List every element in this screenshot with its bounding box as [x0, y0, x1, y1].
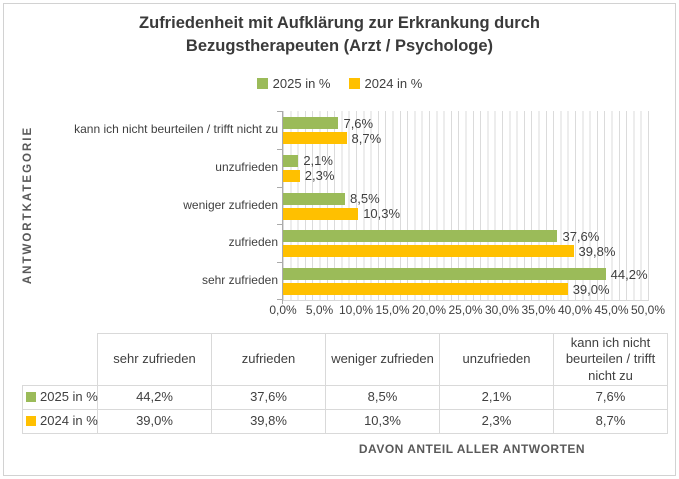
x-tick-labels: 0,0% 5,0% 10,0% 15,0% 20,0% 25,0% 30,0% 35,0% 40… [269, 303, 665, 318]
bar-value-label: 39,0% [572, 281, 610, 297]
category-label: sehr zufrieden [201, 273, 278, 288]
table-cell: 2,1% [439, 385, 554, 410]
table-cell: 39,0% [97, 409, 212, 434]
bar [283, 268, 606, 281]
table-header-cell: zufrieden [211, 333, 326, 386]
value-axis-footnote: DAVON ANTEIL ALLER ANTWORTEN [358, 442, 586, 456]
x-tick-label: 45,0% [594, 303, 629, 317]
legend-label: 2025 in % [272, 76, 331, 91]
x-tick-label: 25,0% [448, 303, 483, 317]
legend-swatch [348, 78, 360, 89]
bar-value-label: 8,7% [351, 130, 382, 146]
series-swatch-icon [26, 416, 36, 427]
axis-tickmark [277, 224, 283, 226]
table-cell: 8,7% [553, 409, 668, 434]
axis-tickmark [277, 148, 283, 150]
bar [283, 154, 299, 167]
table-corner-cell [22, 333, 98, 386]
bar [283, 283, 568, 296]
legend-item-2025: 2025 in % [256, 76, 331, 91]
table-header-cell: sehr zufrieden [97, 333, 212, 386]
bar [283, 169, 300, 182]
y-axis-title: ANTWORTKATEGORIE [22, 125, 34, 285]
table-cell: 10,3% [325, 409, 440, 434]
bar [283, 230, 558, 243]
chart-title: Zufriedenheit mit Aufklärung zur Erkrank… [139, 14, 540, 56]
axis-tickmark [277, 299, 283, 300]
x-tick-label: 15,0% [375, 303, 410, 317]
legend-item-2024: 2024 in % [348, 76, 423, 91]
table-header-cell: weniger zufrieden [325, 333, 440, 386]
x-tick-label: 10,0% [338, 303, 374, 317]
table-header-cell: unzufrieden [439, 333, 554, 386]
bar-value-label: 8,5% [350, 191, 380, 207]
x-tick-label: 35,0% [521, 303, 556, 317]
category-label: kann ich nicht beurteilen / trifft nicht… [74, 122, 278, 136]
bar-value-label: 44,2% [610, 266, 648, 282]
category-label: unzufrieden [215, 159, 278, 174]
table-cell: 2,3% [439, 409, 554, 434]
table-row-header: 2025 in % [22, 385, 98, 410]
bar-value-label: 7,6% [343, 115, 374, 131]
table-cell: 39,8% [211, 409, 326, 434]
bar [283, 117, 339, 129]
bar [283, 245, 574, 258]
x-tick-label: 0,0% [269, 303, 297, 317]
table-row-header: 2024 in % [22, 409, 98, 434]
table-cell: 8,5% [325, 385, 440, 410]
category-label: zufrieden [228, 235, 278, 250]
bar [283, 132, 347, 144]
legend-label: 2024 in % [364, 76, 423, 91]
table-row: 2025 in % 44,2% 37,6% 8,5% 2,1% 7,6% [22, 385, 668, 410]
axis-tickmark [277, 186, 283, 188]
axis-tickmark [277, 111, 283, 112]
category-labels: kann ich nicht beurteilen / trifft nicht… [40, 111, 278, 300]
x-tick-label: 50,0% [630, 303, 666, 317]
category-axis-line [282, 111, 283, 304]
table-cell: 44,2% [97, 385, 212, 410]
bar-value-label: 2,3% [304, 168, 335, 184]
x-tick-label: 20,0% [411, 303, 447, 317]
legend: 2025 in % 2024 in % [0, 76, 679, 91]
table-row: 2024 in % 39,0% 39,8% 10,3% 2,3% 8,7% [22, 409, 668, 434]
x-tick-label: 5,0% [305, 303, 334, 317]
table-cell: 7,6% [553, 385, 668, 410]
x-tick-label: 40,0% [557, 303, 593, 317]
x-tick-label: 30,0% [484, 303, 520, 317]
table-header-cell: kann ich nicht beurteilen / trifft nicht… [553, 333, 668, 386]
legend-swatch [256, 78, 268, 89]
plot-area: 7,6% 8,7% 2,1% 2,3% 8,5% 10,3% 37,6% 39,8% 44,2%… [277, 111, 649, 301]
bar-value-label: 37,6% [562, 228, 600, 244]
category-label: weniger zufrieden [183, 197, 278, 212]
axis-tickmark [277, 262, 283, 264]
bar [283, 207, 359, 220]
bar-value-label: 2,1% [303, 153, 333, 169]
bar-value-label: 39,8% [578, 243, 616, 259]
bar [283, 192, 346, 205]
bar-value-label: 10,3% [363, 206, 401, 222]
series-swatch-icon [26, 392, 36, 403]
table-cell: 37,6% [211, 385, 326, 410]
data-table: sehr zufrieden zufrieden weniger zufrieden… [22, 333, 668, 434]
